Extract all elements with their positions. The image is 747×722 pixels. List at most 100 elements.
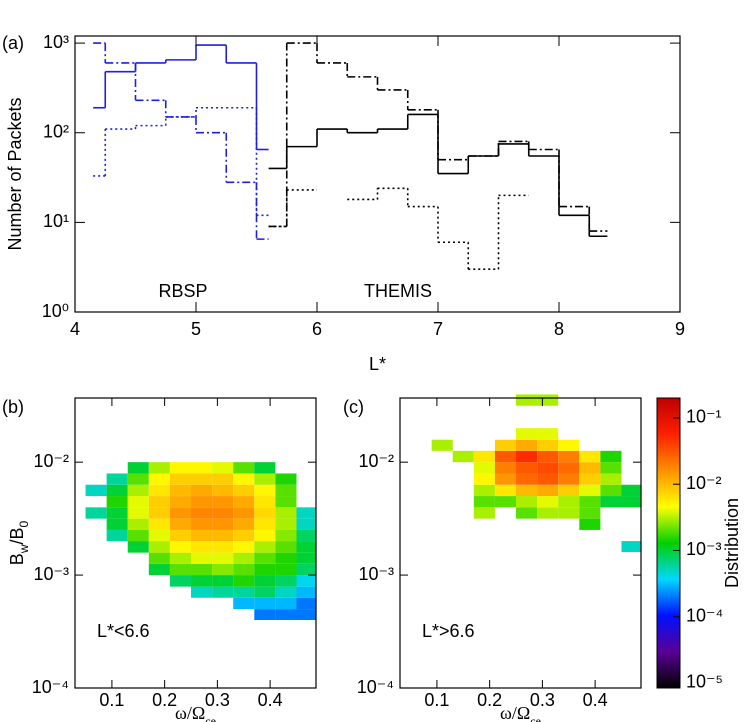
annotation: L*<6.6 <box>97 621 150 641</box>
heatmap-cell <box>233 541 255 553</box>
heatmap-cell <box>212 462 234 474</box>
heatmap-cell <box>212 496 234 508</box>
heatmap-cell <box>212 563 234 576</box>
heatmap-cell <box>579 484 601 497</box>
heatmap-cell <box>558 507 580 519</box>
heatmap-cell <box>558 439 580 451</box>
heatmap-cell <box>275 529 297 542</box>
heatmap-cell <box>537 428 559 440</box>
heatmap-cell <box>254 518 276 530</box>
heatmap-cell <box>169 563 192 576</box>
panel-label: (a) <box>2 33 24 53</box>
heatmap-cell <box>212 518 234 530</box>
heatmap-cell <box>254 473 276 485</box>
x-tick-label: 9 <box>675 319 685 339</box>
heatmap-cell <box>254 484 276 497</box>
heatmap-cell <box>191 529 213 542</box>
heatmap-cell <box>579 450 601 463</box>
heatmap-cell <box>537 496 559 508</box>
heatmap-cell <box>233 575 255 587</box>
heatmap-cell <box>516 484 538 497</box>
label-part: 0 <box>17 520 31 527</box>
label-part: B <box>7 553 27 565</box>
heatmap-cell <box>212 541 234 553</box>
heatmap-cell <box>579 518 601 530</box>
heatmap-cell <box>494 496 517 508</box>
heatmap-cell <box>296 609 316 621</box>
heatmap-cell <box>212 507 234 519</box>
heatmap-cell <box>275 507 297 519</box>
heatmap-cell <box>621 484 641 497</box>
heatmap-cell <box>537 462 559 474</box>
heatmap-cell <box>212 552 234 564</box>
heatmap-cell <box>275 496 297 508</box>
heatmap-cell <box>600 473 622 485</box>
heatmap-cell <box>233 552 255 564</box>
heatmap-cell <box>233 518 255 530</box>
heatmap-cell <box>212 575 234 587</box>
heatmap-cell <box>537 507 559 519</box>
x-axis-label: L* <box>369 354 386 374</box>
heatmap-cell <box>275 552 297 564</box>
heatmap-cell <box>212 586 234 598</box>
y-tick-label: 10⁻⁴ <box>32 677 69 697</box>
x-axis-label: ω/Ωce <box>500 703 541 722</box>
heatmap-cell <box>106 518 128 530</box>
label-part: ce <box>205 714 216 722</box>
heatmap-cell <box>148 529 170 542</box>
heatmap-cell <box>148 541 170 553</box>
heatmap-cell <box>148 518 170 530</box>
heatmap-cell <box>191 586 213 598</box>
y-tick-label: 10⁻³ <box>358 564 394 584</box>
heatmap-cell <box>431 439 453 451</box>
heatmap-cell <box>494 462 517 474</box>
heatmap-cell <box>254 552 276 564</box>
y-tick-label: 10⁻² <box>33 451 69 471</box>
heatmap-cell <box>106 529 128 542</box>
heatmap-cell <box>106 473 128 485</box>
heatmap-cell <box>579 507 601 519</box>
x-tick-label: 0.2 <box>152 690 177 710</box>
heatmap-cell <box>148 484 170 497</box>
heatmap-cell <box>169 473 192 485</box>
label-part: ω/Ω <box>500 703 530 722</box>
heatmap-cell <box>600 450 622 463</box>
heatmap-cell <box>473 473 495 485</box>
heatmap-cell <box>275 518 297 530</box>
heatmap-cell <box>254 496 276 508</box>
heatmap-cell <box>148 552 170 564</box>
heatmap-cell <box>254 507 276 519</box>
x-tick-label: 0.4 <box>583 690 608 710</box>
heatmap-cell <box>275 575 297 587</box>
heatmap-cell <box>296 586 316 598</box>
x-tick-label: 0.2 <box>477 690 502 710</box>
x-tick-label: 0.1 <box>424 690 449 710</box>
heatmap-cell <box>537 439 559 451</box>
colorbar-tick-label: 10⁻³ <box>686 539 722 559</box>
heatmap-cell <box>191 496 213 508</box>
heatmap-cell <box>296 575 316 587</box>
heatmap-cell <box>191 462 213 474</box>
x-tick-label: 7 <box>433 319 443 339</box>
x-tick-label: 0.1 <box>99 690 124 710</box>
heatmap-cell <box>296 597 316 610</box>
heatmap-cell <box>191 473 213 485</box>
annotation: L*>6.6 <box>422 621 475 641</box>
y-tick-label: 10⁻³ <box>33 564 69 584</box>
heatmap-cell <box>127 541 149 553</box>
heatmap-cell <box>621 541 641 553</box>
y-tick-label: 10⁻⁴ <box>357 677 394 697</box>
heatmap-cell <box>148 473 170 485</box>
heatmap-cell <box>558 473 580 485</box>
heatmap-cell <box>212 484 234 497</box>
heatmap-cell <box>494 473 517 485</box>
heatmap-cell <box>621 496 641 508</box>
heatmap-cell <box>169 507 192 519</box>
heatmap-cell <box>233 507 255 519</box>
annotation: RBSP <box>158 281 207 301</box>
heatmap-cell <box>254 575 276 587</box>
colorbar-tick-label: 10⁻² <box>686 473 722 493</box>
heatmap-cell <box>537 450 559 463</box>
colorbar-tick-label: 10⁻¹ <box>686 407 722 427</box>
x-tick-label: 8 <box>554 319 564 339</box>
